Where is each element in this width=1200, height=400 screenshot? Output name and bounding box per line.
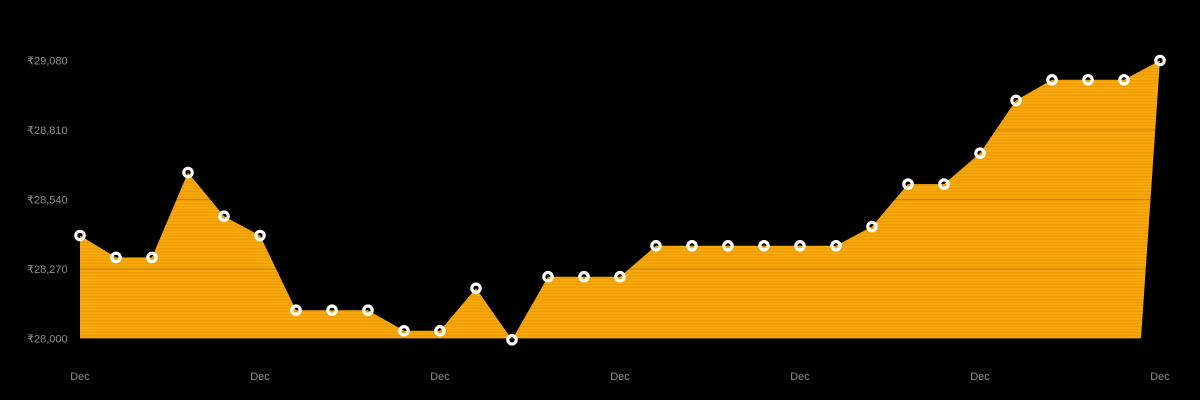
data-point-marker[interactable]: [974, 147, 986, 159]
data-point-marker[interactable]: [1154, 54, 1166, 67]
x-axis-tick-label: Dec: [430, 371, 450, 383]
gridlines-layer: [70, 60, 1170, 339]
data-point-marker[interactable]: [290, 304, 302, 316]
data-point-marker[interactable]: [902, 178, 914, 190]
price-area-fill[interactable]: [80, 60, 1160, 340]
data-point-marker[interactable]: [542, 270, 554, 283]
data-point-marker[interactable]: [1046, 74, 1058, 86]
data-point-marker[interactable]: [794, 240, 806, 252]
data-point-marker[interactable]: [722, 240, 734, 252]
x-axis-tick-label: Dec: [790, 371, 810, 383]
data-point-marker[interactable]: [866, 220, 878, 233]
area-fill-layer: [80, 60, 1160, 340]
data-point-marker[interactable]: [1118, 74, 1130, 86]
data-point-marker[interactable]: [614, 270, 626, 283]
data-point-marker[interactable]: [578, 270, 590, 283]
x-axis-tick-label: Dec: [1150, 371, 1170, 383]
y-axis-tick-label: ₹28,000: [27, 334, 68, 346]
data-point-marker[interactable]: [218, 210, 230, 222]
x-axis-labels: Dec Dec Dec Dec Dec Dec Dec: [70, 371, 1170, 383]
y-axis-tick-label: ₹28,810: [27, 125, 68, 137]
data-point-marker[interactable]: [506, 333, 518, 346]
data-point-marker[interactable]: [254, 229, 266, 242]
data-point-marker[interactable]: [938, 178, 950, 190]
data-point-markers-layer: [74, 54, 1166, 346]
data-point-marker[interactable]: [362, 304, 374, 316]
data-point-marker[interactable]: [110, 251, 122, 264]
data-point-marker[interactable]: [830, 240, 842, 252]
x-axis-tick-label: Dec: [250, 371, 270, 383]
y-axis-tick-label: ₹28,270: [27, 264, 68, 276]
x-axis-tick-label: Dec: [970, 371, 990, 383]
data-point-marker[interactable]: [74, 229, 86, 242]
data-point-marker[interactable]: [434, 324, 446, 337]
data-point-marker[interactable]: [326, 304, 338, 316]
x-axis-tick-label: Dec: [70, 371, 90, 383]
data-point-marker[interactable]: [146, 251, 158, 264]
y-axis-labels: ₹28,000 ₹28,270 ₹28,540 ₹28,810 ₹29,080: [27, 56, 68, 346]
data-point-marker[interactable]: [1010, 94, 1022, 107]
y-axis-tick-label: ₹29,080: [27, 56, 68, 68]
data-point-marker[interactable]: [686, 240, 698, 252]
data-point-marker[interactable]: [758, 240, 770, 252]
data-point-marker[interactable]: [470, 282, 482, 295]
data-point-marker[interactable]: [398, 324, 410, 337]
data-point-marker[interactable]: [1082, 74, 1094, 86]
data-point-marker[interactable]: [650, 240, 662, 252]
x-axis-tick-label: Dec: [610, 371, 630, 383]
y-axis-tick-label: ₹28,540: [27, 195, 68, 207]
data-point-marker[interactable]: [182, 166, 194, 179]
